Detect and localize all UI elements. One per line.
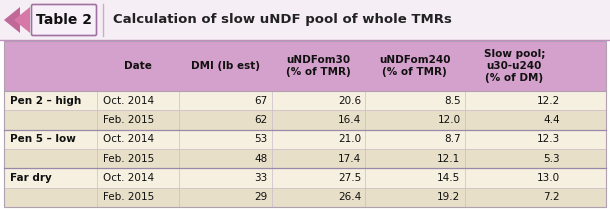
Text: Oct. 2014: Oct. 2014	[103, 134, 154, 144]
Text: 27.5: 27.5	[338, 173, 361, 183]
FancyBboxPatch shape	[32, 5, 96, 36]
Text: 7.2: 7.2	[544, 192, 560, 202]
Text: Pen 5 – low: Pen 5 – low	[10, 134, 76, 144]
Bar	[4, 168, 606, 188]
Text: uNDFom240
(% of TMR): uNDFom240 (% of TMR)	[379, 55, 451, 77]
Text: 53: 53	[254, 134, 268, 144]
Text: Far dry: Far dry	[10, 173, 52, 183]
Bar	[4, 188, 606, 207]
Text: Pen 2 – high: Pen 2 – high	[10, 96, 81, 106]
Text: 21.0: 21.0	[338, 134, 361, 144]
Text: Feb. 2015: Feb. 2015	[103, 192, 154, 202]
Text: uNDFom30
(% of TMR): uNDFom30 (% of TMR)	[286, 55, 351, 77]
Text: 8.7: 8.7	[444, 134, 461, 144]
Text: 8.5: 8.5	[444, 96, 461, 106]
Text: Feb. 2015: Feb. 2015	[103, 115, 154, 125]
Text: 14.5: 14.5	[437, 173, 461, 183]
Text: 20.6: 20.6	[338, 96, 361, 106]
Bar	[4, 130, 606, 149]
Bar	[4, 149, 606, 168]
Text: Oct. 2014: Oct. 2014	[103, 173, 154, 183]
Text: 5.3: 5.3	[544, 154, 560, 164]
Text: 17.4: 17.4	[338, 154, 361, 164]
Polygon shape	[14, 7, 30, 33]
Text: 48: 48	[254, 154, 268, 164]
Bar	[0, 0, 610, 40]
Text: Oct. 2014: Oct. 2014	[103, 96, 154, 106]
Text: 12.2: 12.2	[537, 96, 560, 106]
Text: Calculation of slow uNDF pool of whole TMRs: Calculation of slow uNDF pool of whole T…	[113, 14, 452, 27]
Text: Slow pool;
u30-u240
(% of DM): Slow pool; u30-u240 (% of DM)	[484, 49, 545, 83]
Bar	[4, 91, 606, 110]
Text: 12.0: 12.0	[437, 115, 461, 125]
Text: 26.4: 26.4	[338, 192, 361, 202]
Text: 29: 29	[254, 192, 268, 202]
Text: 62: 62	[254, 115, 268, 125]
Text: 4.4: 4.4	[544, 115, 560, 125]
Bar	[4, 41, 606, 91]
Text: 12.3: 12.3	[537, 134, 560, 144]
Text: 67: 67	[254, 96, 268, 106]
Text: 33: 33	[254, 173, 268, 183]
Polygon shape	[4, 7, 20, 33]
Bar	[4, 110, 606, 130]
Text: Feb. 2015: Feb. 2015	[103, 154, 154, 164]
Text: 19.2: 19.2	[437, 192, 461, 202]
Text: 12.1: 12.1	[437, 154, 461, 164]
Text: DMI (lb est): DMI (lb est)	[191, 61, 260, 71]
Bar	[4, 41, 606, 207]
Text: Table 2: Table 2	[36, 13, 92, 27]
Text: 16.4: 16.4	[338, 115, 361, 125]
Text: Date: Date	[124, 61, 152, 71]
Text: 13.0: 13.0	[537, 173, 560, 183]
